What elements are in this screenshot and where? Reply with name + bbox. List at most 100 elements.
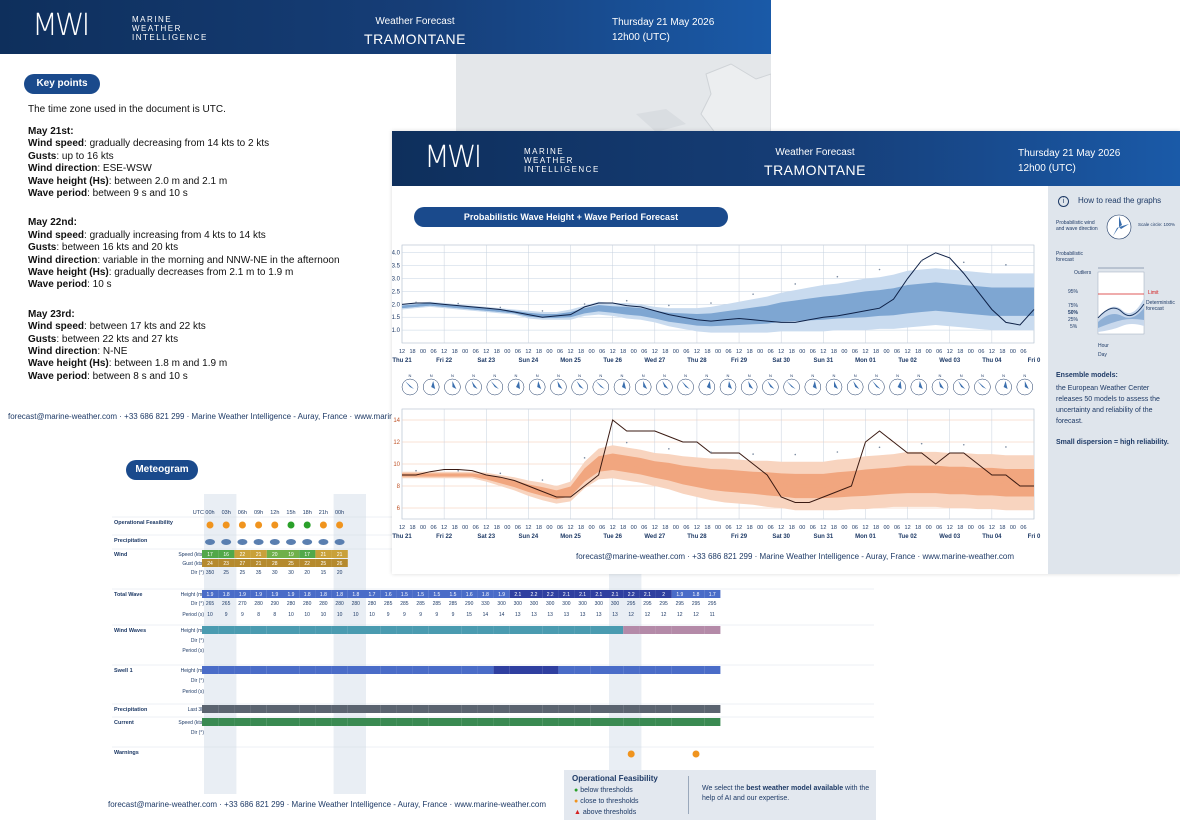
gust-cell [202, 559, 219, 567]
x-hour-label: 12 [905, 525, 911, 531]
wind-rose-petal [431, 381, 436, 389]
north-label: N [748, 373, 751, 378]
wind-wave-cell [315, 626, 332, 634]
wind-rose-petal [557, 381, 563, 389]
wind-rose-petal [622, 381, 626, 389]
key-point-line: Wind direction: ESE-WSW [28, 163, 152, 175]
row-label: Speed (kts) [178, 720, 204, 726]
wind-speed-cell [331, 550, 348, 558]
gust-cell [266, 559, 283, 567]
warning-icon [692, 750, 700, 758]
key-point-line: Wave period: 10 s [28, 279, 112, 291]
precip-cell [558, 705, 575, 713]
legend-below-text: below thresholds [580, 787, 633, 794]
north-label: N [493, 373, 496, 378]
mwi-logo-mark-2: MWI [424, 140, 482, 175]
key-point-line: Wave height (Hs): between 2.0 m and 2.1 … [28, 175, 228, 187]
swell-cell [558, 666, 575, 674]
row-label: Period (s) [182, 612, 204, 618]
precip-cell [218, 705, 235, 713]
swell-cell [671, 666, 688, 674]
current-cell [364, 718, 381, 726]
wave-height-cell [234, 590, 251, 598]
swell-cell [607, 666, 624, 674]
feasibility-dot [222, 521, 230, 529]
wind-wave-cell [428, 626, 445, 634]
wind-speed-value: 22 [240, 552, 246, 558]
wave-dir-value: 300 [546, 601, 555, 607]
wave-height-cell [266, 590, 283, 598]
x-hour-label: 00 [673, 349, 679, 355]
swell-cell [428, 666, 445, 674]
feasibility-legend: Operational Feasibility ● below threshol… [564, 770, 876, 820]
logo2-line-2: WEATHER [524, 156, 574, 165]
note-bold: best weather model available [746, 785, 844, 792]
north-label: N [939, 373, 942, 378]
wave-dir-value: 295 [659, 601, 668, 607]
wave-dir-value: 300 [562, 601, 571, 607]
x-hour-label: 06 [473, 349, 479, 355]
row-label: Dir (°) [191, 678, 204, 684]
wind-rose [783, 378, 800, 396]
wind-rose-petal [595, 381, 605, 389]
feasibility-dot [206, 521, 214, 529]
wave-period-value: 13 [564, 612, 570, 618]
p5-label: 5% [1070, 324, 1078, 330]
x-hour-label: 06 [515, 349, 521, 355]
key-point-line: Wind speed: between 17 kts and 22 kts [28, 321, 206, 333]
wave-dir-value: 285 [384, 601, 393, 607]
x-hour-label: 06 [768, 525, 774, 531]
x-hour-label: 18 [831, 525, 837, 531]
current-cell [218, 718, 235, 726]
logo-line-3: INTELLIGENCE [132, 33, 208, 42]
x-hour-label: 18 [578, 349, 584, 355]
north-label: N [833, 373, 836, 378]
x-hour-label: 06 [725, 349, 731, 355]
wave-height-cell [299, 590, 316, 598]
wave-dir-value: 270 [238, 601, 247, 607]
wave-height-value: 1.9 [255, 592, 262, 598]
gust-cell [315, 559, 332, 567]
outlier-point [583, 457, 586, 459]
wave-height-cell [639, 590, 656, 598]
hour-label: 15h [286, 510, 295, 516]
x-hour-label: 00 [420, 525, 426, 531]
wave-period-value: 14 [499, 612, 505, 618]
outlier-point [878, 446, 881, 449]
hour-label: 12h [270, 510, 279, 516]
wave-height-cell [380, 590, 397, 598]
gust-value: 24 [207, 561, 213, 567]
wave-height-value: 1.6 [385, 592, 392, 598]
x-hour-label: 06 [431, 349, 437, 355]
hour-label: Hour [1098, 343, 1109, 349]
hour-label: 09h [254, 510, 263, 516]
wave-height-value: 2.1 [595, 592, 602, 598]
current-cell [477, 718, 494, 726]
wave-period-value: 13 [547, 612, 553, 618]
wind-rose-petal [918, 381, 923, 389]
legend-below: ● below thresholds [574, 787, 633, 794]
wave-period-value: 13 [531, 612, 537, 618]
x-hour-label: 00 [841, 349, 847, 355]
x-hour-label: 12 [778, 525, 784, 531]
gust-value: 25 [321, 561, 327, 567]
wind-dir-value: 25 [223, 570, 229, 576]
x-hour-label: 06 [683, 525, 689, 531]
wave-height-value: 2.2 [547, 592, 554, 598]
wind-rose-petal [1024, 381, 1029, 389]
x-hour-label: 18 [747, 349, 753, 355]
key-point-line: Wave period: between 8 s and 10 s [28, 370, 188, 382]
x-day-label: Sat 23 [477, 534, 495, 540]
x-hour-label: 00 [589, 525, 595, 531]
x-day-label: Thu 21 [392, 534, 412, 540]
x-day-label: Mon 25 [560, 358, 581, 364]
current-cell [315, 718, 332, 726]
wave-height-value: 1.8 [352, 592, 359, 598]
wave-height-cell [396, 590, 413, 598]
north-label: N [578, 373, 581, 378]
x-day-label: Thu 21 [392, 358, 412, 364]
north-label: N [896, 373, 899, 378]
outlier-point [625, 441, 628, 444]
current-cell [266, 718, 283, 726]
warning-icon [627, 750, 635, 758]
